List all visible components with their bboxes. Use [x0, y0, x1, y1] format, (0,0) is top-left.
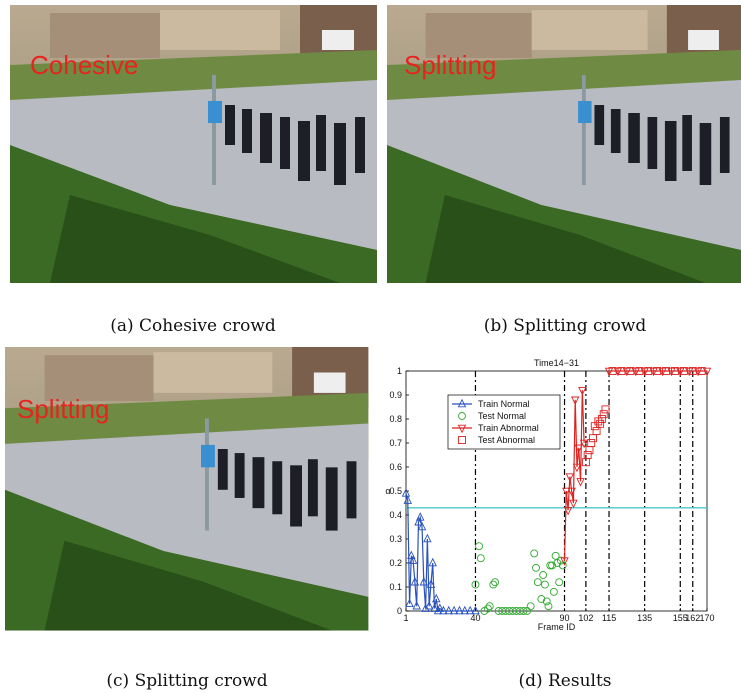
photo-a: [10, 5, 377, 283]
y-tick-label: 0.6: [389, 462, 402, 472]
y-tick-label: 0.2: [389, 558, 402, 568]
y-tick-label: 0.4: [389, 510, 402, 520]
x-tick-label: 102: [578, 613, 593, 623]
y-tick-label: 1: [397, 366, 402, 376]
photo-b: [387, 5, 741, 283]
figure: Cohesive Splitting Splitting (a) Cohesiv…: [0, 0, 741, 693]
legend-label: Train Abnormal: [478, 423, 539, 433]
photo-c: [5, 347, 368, 631]
x-tick-label: 115: [602, 613, 616, 623]
x-tick-label: 135: [637, 613, 652, 623]
legend-label: Train Normal: [478, 399, 530, 409]
y-tick-label: 0.3: [389, 534, 402, 544]
y-tick-label: 0.1: [389, 582, 402, 592]
overlay-label: Cohesive: [30, 50, 138, 80]
y-tick-label: 0.5: [389, 486, 402, 496]
caption: (c) Splitting crowd: [106, 671, 267, 691]
legend-label: Test Normal: [478, 411, 526, 421]
x-axis-label: Frame ID: [538, 622, 576, 632]
caption: (d) Results: [518, 671, 611, 691]
x-tick-label: 170: [699, 613, 714, 623]
x-tick-label: 90: [560, 613, 570, 623]
caption: (a) Cohesive crowd: [110, 316, 276, 336]
y-tick-label: 0.7: [389, 438, 402, 448]
x-tick-label: 40: [470, 613, 480, 623]
x-tick-label: 1: [403, 613, 408, 623]
x-tick-label: 162: [685, 613, 700, 623]
overlay-label: Splitting: [404, 50, 497, 80]
legend-label: Test Abnormal: [478, 435, 535, 445]
y-tick-label: 0.8: [389, 414, 402, 424]
caption: (b) Splitting crowd: [484, 316, 647, 336]
chart-title: Time14−31: [534, 358, 579, 368]
overlay-label: Splitting: [17, 394, 110, 424]
y-tick-label: 0.9: [389, 390, 402, 400]
y-tick-label: 0: [397, 606, 402, 616]
